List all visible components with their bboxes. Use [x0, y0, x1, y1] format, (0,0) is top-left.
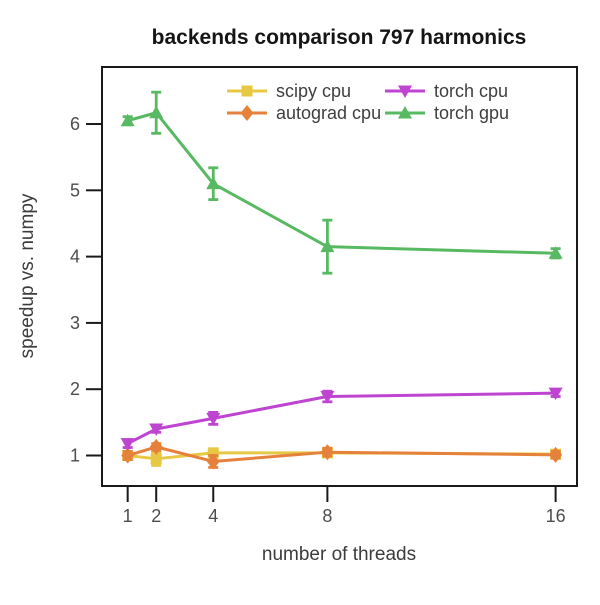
plot-area — [101, 66, 578, 487]
legend-marker — [398, 85, 412, 98]
y-tick-label: 1 — [70, 446, 80, 466]
legend-label: torch cpu — [434, 81, 508, 101]
data-point-marker — [120, 113, 135, 127]
x-axis-label: number of threads — [262, 544, 416, 565]
data-point-marker — [149, 423, 164, 436]
x-tick-label: 16 — [546, 506, 566, 526]
data-point-marker — [206, 412, 221, 426]
data-point-marker — [320, 390, 335, 404]
y-tick-label: 3 — [70, 313, 80, 333]
x-tick-label: 1 — [123, 506, 133, 526]
y-axis-ticks: 1 2 3 4 5 6 — [70, 114, 101, 466]
y-axis-label: speedup vs. numpy — [17, 193, 38, 358]
legend-item-torch-gpu: torch gpu — [385, 103, 509, 123]
y-tick-label: 5 — [70, 180, 80, 200]
legend-marker — [240, 105, 254, 121]
y-tick-label: 4 — [70, 247, 80, 267]
data-point-marker — [548, 387, 563, 401]
legend-label: scipy cpu — [276, 81, 351, 101]
y-tick-label: 6 — [70, 114, 80, 134]
data-point-marker — [320, 444, 334, 461]
data-point-marker — [320, 239, 335, 253]
y-tick-label: 2 — [70, 379, 80, 399]
legend-item-autograd-cpu: autograd cpu — [227, 103, 381, 123]
data-point-marker — [120, 438, 135, 451]
series-torch-cpu — [120, 387, 563, 451]
data-point-marker — [206, 176, 221, 190]
legend-marker — [398, 106, 412, 119]
legend-label: torch gpu — [434, 103, 509, 123]
x-tick-label: 8 — [322, 506, 332, 526]
x-axis-ticks: 1 2 4 8 16 — [123, 487, 566, 526]
data-point-marker — [549, 446, 563, 463]
chart-title: backends comparison 797 harmonics — [152, 26, 527, 49]
legend-item-scipy-cpu: scipy cpu — [227, 81, 351, 101]
series-layer — [120, 90, 563, 470]
legend-label: autograd cpu — [276, 103, 381, 123]
legend-marker — [241, 85, 253, 97]
x-tick-label: 2 — [151, 506, 161, 526]
data-point-marker — [149, 438, 163, 455]
data-point-marker — [548, 246, 563, 259]
data-point-marker — [206, 453, 220, 470]
data-point-marker — [150, 453, 162, 465]
x-tick-label: 4 — [208, 506, 218, 526]
legend-item-torch-cpu: torch cpu — [385, 81, 508, 101]
data-point-marker — [121, 447, 135, 464]
data-point-marker — [149, 105, 164, 119]
series-autograd-cpu — [121, 438, 563, 470]
series-torch-gpu — [120, 90, 563, 275]
